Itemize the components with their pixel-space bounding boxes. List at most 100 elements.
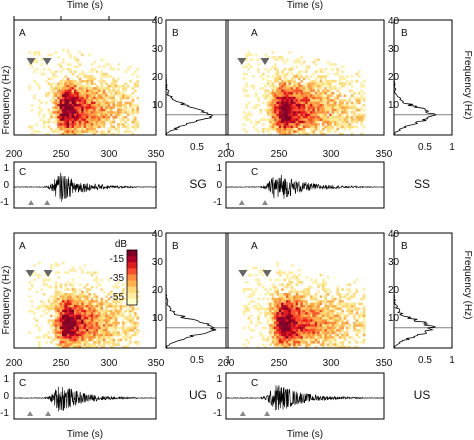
spectrogram-cell (269, 106, 272, 109)
onset-marker (28, 200, 35, 205)
colorbar-segment (127, 268, 137, 275)
spectrogram-cell (319, 132, 323, 135)
spectrogram-cell (78, 283, 82, 286)
spectrogram-cell (322, 82, 325, 85)
spectrogram-cell (90, 273, 94, 277)
spectrogram-cell (293, 118, 296, 121)
spectrogram-cell (314, 307, 318, 310)
spectrogram-cell (298, 269, 301, 272)
spectrogram-cell (242, 116, 246, 119)
spectrogram-cell (57, 128, 60, 131)
spectrogram-cell (62, 92, 65, 95)
spectrogram-cell (314, 293, 318, 296)
spectrogram-cell (76, 120, 79, 124)
spectrogram-cell (312, 89, 315, 93)
spectrogram-cell (86, 82, 89, 85)
spectrogram-cell (119, 111, 123, 114)
spectrogram-cell (62, 341, 65, 344)
spectrogram-cell (276, 293, 279, 296)
spectrogram-cell (122, 108, 125, 112)
spectrogram-cell (100, 326, 103, 330)
spectrogram-cell (302, 60, 306, 64)
spectrogram-cell (338, 99, 342, 102)
spectrogram-cell (290, 290, 294, 294)
spectrogram-cell (343, 305, 347, 308)
spectrogram-cell (42, 113, 46, 117)
spectrogram-cell (88, 288, 91, 291)
spectrogram-cell (281, 72, 284, 76)
spectrogram-cell (78, 80, 82, 83)
spectrogram-cell (331, 108, 335, 112)
ytick-30: 30 (152, 44, 164, 55)
spectrogram-cell (102, 336, 106, 339)
spectrogram-cell (50, 266, 53, 270)
spectrogram-cell (112, 101, 115, 105)
spectrogram-cell (312, 329, 315, 332)
spectrogram-cell (338, 94, 342, 97)
spectrogram-cell (81, 307, 84, 310)
spectrogram-cell (86, 104, 89, 107)
spectrogram-cell (305, 324, 308, 327)
spectrogram-cell (110, 120, 113, 124)
spectrogram-cell (257, 307, 260, 310)
spectrogram-cell (360, 123, 363, 126)
onset-markers-c-ug (27, 411, 52, 416)
spectrogram-cell (119, 120, 123, 124)
spectrogram-cell (274, 285, 277, 289)
spectrogram-cell (105, 329, 108, 332)
spectrogram-cell (271, 333, 275, 337)
spectrogram-cell (136, 295, 139, 298)
spectrogram-cell (45, 92, 48, 95)
spectrogram-cell (83, 331, 87, 334)
spectrogram-cell (278, 106, 282, 109)
spectrogram-cell (247, 341, 251, 344)
spectrogram-cell (358, 307, 361, 310)
spectrogram-cell (324, 99, 327, 102)
spectrogram-cell (83, 300, 87, 303)
spectrogram-cell (110, 113, 113, 117)
spectrogram-cell (343, 333, 347, 337)
spectrogram-cell (283, 118, 287, 121)
spectrogram-cell (254, 58, 258, 61)
spectrogram-cell (86, 128, 89, 131)
spectrogram-cell (62, 104, 65, 107)
spectrogram-cell (283, 116, 287, 119)
spectrogram-cell (307, 312, 311, 315)
spectrogram-cell (95, 305, 99, 308)
spectrogram-cell (114, 82, 118, 85)
spectrogram-cell (88, 113, 91, 117)
spectrogram-cell (95, 302, 99, 306)
spectrogram-cell (286, 319, 289, 322)
spectrogram-cell (360, 111, 363, 114)
spectrogram-cell (110, 333, 113, 337)
spectrogram-cell (74, 94, 77, 97)
spectrogram-cell (102, 87, 106, 90)
spectrogram-cell (54, 302, 58, 306)
spectrogram-cell (95, 92, 99, 95)
spectrogram-cell (341, 319, 344, 322)
spectrogram-cell (300, 305, 303, 308)
spectrogram-cell (105, 300, 108, 303)
spectrogram-cell (336, 94, 339, 97)
ytick-10: 10 (152, 100, 164, 111)
spectrogram-cell (114, 99, 118, 102)
spectrogram-cell (324, 338, 327, 342)
spectrogram-cell (312, 108, 315, 112)
seismogram-frame-ss (225, 161, 385, 209)
spectrogram-cell (324, 333, 327, 337)
spectrogram-cell (355, 290, 359, 294)
spectrogram-cell (86, 125, 89, 129)
spectrogram-cell (278, 312, 282, 315)
spectrogram-cell (90, 82, 94, 85)
spectrogram-cell (100, 99, 103, 102)
spectrogram-cell (88, 333, 91, 337)
spectrogram-cell (329, 80, 332, 83)
spectrogram-cell (95, 295, 99, 298)
spectrogram-cell (102, 331, 106, 334)
spectrogram-cell (271, 312, 275, 315)
spectrogram-cell (90, 101, 94, 105)
spectrogram-cell (334, 118, 337, 121)
spectrogram-cell (276, 96, 279, 100)
spectrogram-cell (117, 285, 120, 289)
spectrogram-cell (346, 123, 349, 126)
